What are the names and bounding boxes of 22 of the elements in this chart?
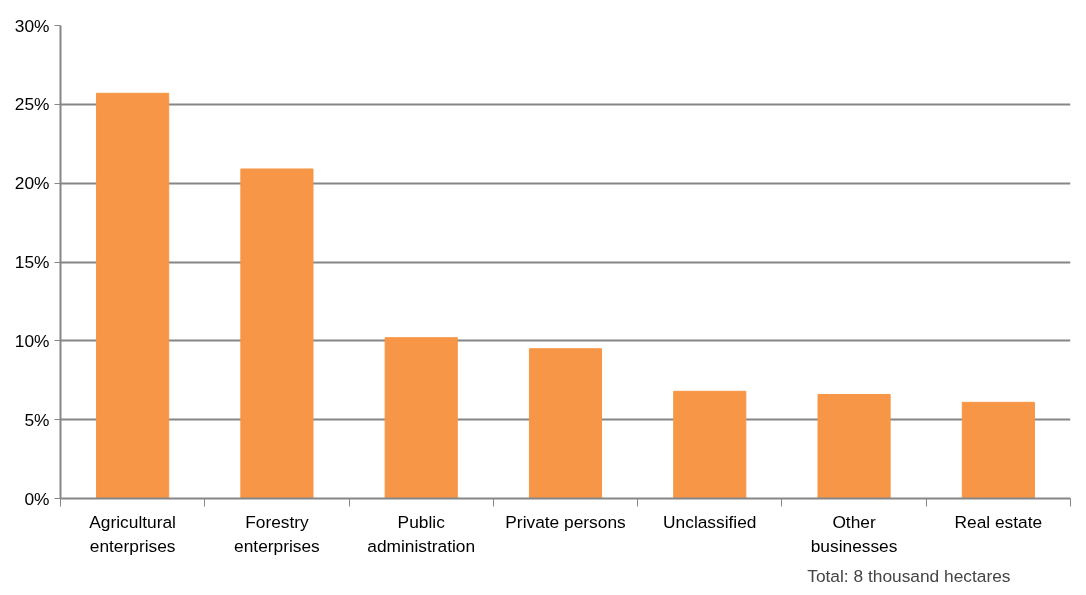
bar: [817, 393, 891, 499]
bar: [96, 92, 170, 499]
text: Total: 8 thousand hectares: [807, 565, 1011, 586]
x-tick-label: Public administration: [367, 511, 476, 556]
x-tick-label: Unclassified: [663, 511, 757, 532]
bar: [528, 348, 603, 499]
x-tick-label: Other businesses: [810, 511, 898, 556]
bar: [673, 390, 747, 499]
y-tick-label: 25%: [14, 94, 50, 115]
x-tick-label: Agricultural enterprises: [89, 511, 176, 556]
y-tick-label: 30%: [14, 15, 50, 36]
y-tick-label: 20%: [14, 173, 50, 194]
x-tick-label: Forestry enterprises: [234, 511, 321, 556]
x-tick-label: Private persons: [505, 511, 627, 532]
y-tick-label: 15%: [14, 252, 50, 272]
bar: [384, 337, 458, 499]
y-tick-label: 5%: [24, 409, 50, 430]
y-tick-label: 10%: [14, 330, 50, 351]
bar: [961, 401, 1035, 499]
x-tick-label: Real estate: [954, 511, 1043, 532]
bar: [240, 168, 314, 499]
y-tick-label: 0%: [24, 488, 50, 509]
